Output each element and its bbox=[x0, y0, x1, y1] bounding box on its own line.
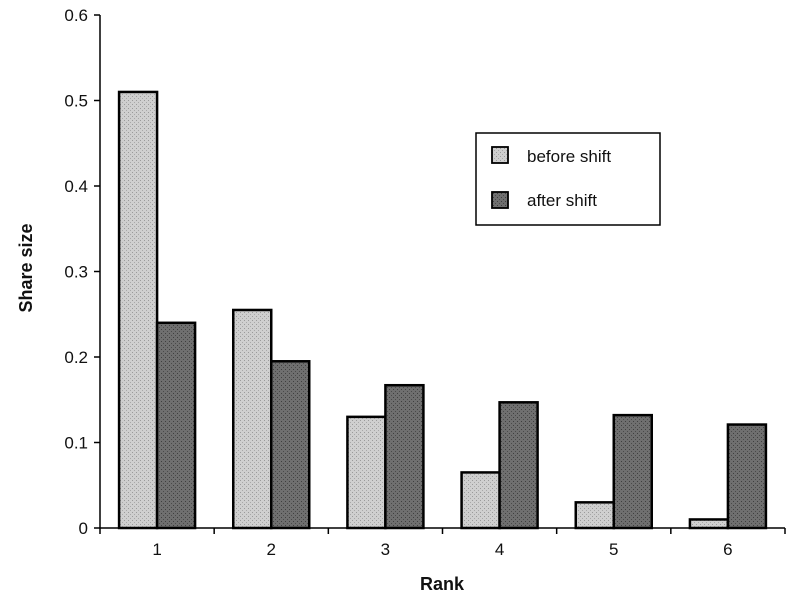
bar-after-shift-rank-5 bbox=[612, 413, 653, 530]
y-axis-title: Share size bbox=[16, 223, 36, 312]
bar-before-shift-rank-6 bbox=[688, 518, 730, 530]
bar-before-shift-rank-5 bbox=[574, 501, 615, 530]
bar-after-shift-rank-3 bbox=[384, 383, 425, 530]
y-tick-label: 0.2 bbox=[64, 348, 88, 367]
legend-label-after-shift: after shift bbox=[527, 191, 597, 210]
bar-before-shift-rank-1 bbox=[117, 90, 159, 530]
legend-swatch-after-shift bbox=[491, 191, 509, 209]
bar-after-shift-rank-4 bbox=[498, 401, 539, 530]
x-axis-title: Rank bbox=[420, 574, 465, 594]
bar-before-shift-rank-3 bbox=[346, 415, 387, 530]
y-tick-label: 0.5 bbox=[64, 92, 88, 111]
y-tick-label: 0.4 bbox=[64, 177, 88, 196]
bar-before-shift-rank-4 bbox=[460, 471, 501, 530]
x-tick-label: 4 bbox=[495, 540, 504, 559]
y-tick-label: 0.1 bbox=[64, 434, 88, 453]
x-tick-label: 1 bbox=[152, 540, 161, 559]
x-tick-label: 5 bbox=[609, 540, 618, 559]
y-axis-ticks: 0 0.1 0.2 0.3 0.4 0.5 0.6 bbox=[64, 6, 100, 538]
x-tick-label: 6 bbox=[723, 540, 732, 559]
legend-swatch-before-shift bbox=[491, 146, 509, 164]
bar-after-shift-rank-2 bbox=[270, 360, 311, 530]
x-tick-label: 3 bbox=[381, 540, 390, 559]
y-tick-label: 0.3 bbox=[64, 263, 88, 282]
bar-before-shift-rank-2 bbox=[232, 308, 273, 530]
y-tick-label: 0 bbox=[79, 519, 88, 538]
x-axis-ticks: 1 2 3 4 5 6 bbox=[99, 528, 786, 559]
legend: before shift after shift bbox=[475, 132, 661, 226]
x-tick-label: 2 bbox=[267, 540, 276, 559]
y-tick-label: 0.6 bbox=[64, 6, 88, 25]
bar-after-shift-rank-6 bbox=[726, 423, 768, 530]
legend-label-before-shift: before shift bbox=[527, 147, 611, 166]
bar-after-shift-rank-1 bbox=[155, 321, 197, 530]
bars-group bbox=[117, 90, 768, 530]
